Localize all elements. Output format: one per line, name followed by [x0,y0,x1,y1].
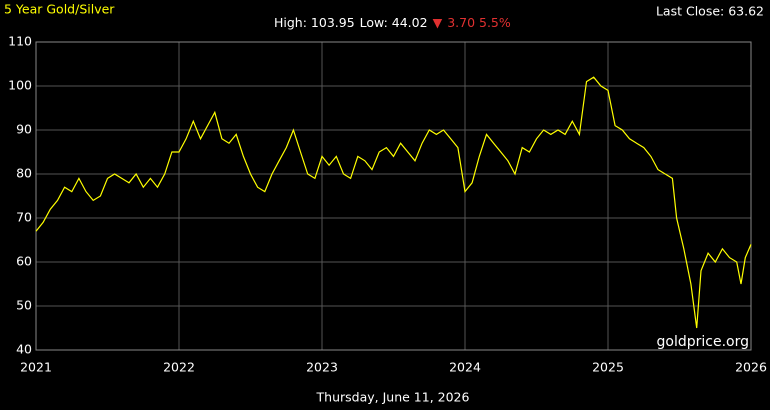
low: Low: 44.02 [360,15,428,30]
chart-title: 5 Year Gold/Silver [4,2,115,17]
y-tick-label: 40 [16,342,32,357]
x-tick-label: 2026 [735,360,767,375]
y-tick-label: 100 [8,78,32,93]
price-summary: High: 103.95 Low: 44.02 ▼ 3.70 5.5% [274,15,511,30]
watermark: goldprice.org [657,334,749,350]
y-tick-label: 50 [16,298,32,313]
x-tick-label: 2025 [592,360,624,375]
last-close: Last Close: 63.62 [656,4,764,19]
y-tick-label: 110 [8,34,32,49]
y-tick-label: 80 [16,166,32,181]
date: Thursday, June 11, 2026 [316,390,470,405]
x-tick-label: 2022 [163,360,195,375]
plot-area: 40 50 60 70 80 90 100 110 2021 2022 2023 2024 2025 20… [8,34,767,375]
high: High: 103.95 [274,15,355,30]
y-tick-label: 60 [16,254,32,269]
plot-border [35,41,752,351]
x-tick-label: 2021 [20,360,52,375]
price-line [35,76,752,329]
change-arrow: ▼ [433,15,443,30]
change: 3.70 5.5% [447,15,511,30]
x-tick-label: 2024 [449,360,481,375]
y-tick-label: 70 [16,210,32,225]
y-tick-label: 90 [16,122,32,137]
x-tick-label: 2023 [306,360,338,375]
